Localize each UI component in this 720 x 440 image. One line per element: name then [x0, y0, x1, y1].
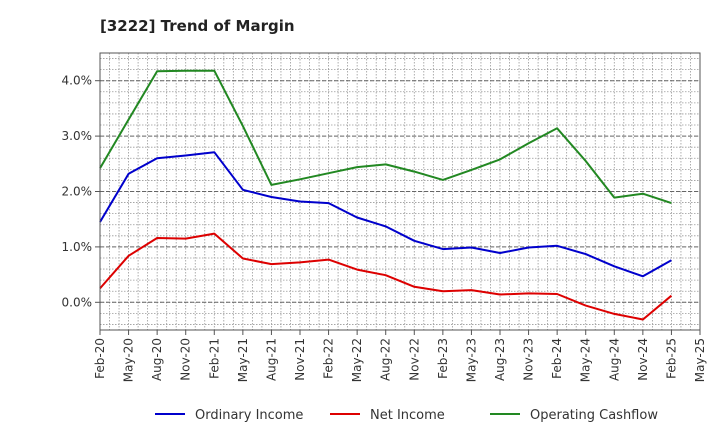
- x-tick-label: May-20: [122, 338, 136, 382]
- x-tick-label: Nov-21: [293, 338, 307, 381]
- x-tick-label: Feb-21: [207, 338, 221, 379]
- x-tick-label: Aug-23: [493, 338, 507, 381]
- x-tick-label: Aug-22: [379, 338, 393, 381]
- x-tick-label: Nov-22: [407, 338, 421, 381]
- series-line-0: [99, 151, 672, 278]
- x-tick-label: Nov-23: [522, 338, 536, 381]
- legend: Ordinary Income Net Income Operating Cashf…: [155, 408, 658, 423]
- x-tick-label: May-24: [579, 338, 593, 382]
- series-line-2: [99, 69, 672, 205]
- y-tick-label: 2.0%: [62, 185, 93, 199]
- grid: [100, 53, 700, 330]
- x-tick-label: Nov-24: [636, 338, 650, 381]
- y-axis: 0.0% 1.0% 2.0% 3.0% 4.0%: [62, 74, 100, 309]
- x-tick-label: Feb-24: [550, 338, 564, 379]
- x-tick-label: Feb-22: [322, 338, 336, 379]
- x-tick-label: Aug-20: [150, 338, 164, 381]
- x-tick-label: Feb-25: [664, 338, 678, 379]
- series-lines: [99, 69, 673, 321]
- y-tick-label: 0.0%: [62, 295, 93, 309]
- x-tick-label: Aug-24: [607, 338, 621, 381]
- legend-label: Operating Cashflow: [530, 408, 658, 423]
- legend-label: Ordinary Income: [195, 408, 303, 423]
- x-tick-label: Feb-23: [436, 338, 450, 379]
- x-tick-label: Aug-21: [264, 338, 278, 381]
- x-tick-label: May-22: [350, 338, 364, 382]
- x-tick-label: May-25: [693, 338, 707, 382]
- x-axis: Feb-20 May-20 Aug-20 Nov-20 Feb-21 May-21 Aug-…: [93, 330, 707, 382]
- y-tick-label: 1.0%: [62, 240, 93, 254]
- legend-label: Net Income: [370, 408, 445, 423]
- y-tick-label: 4.0%: [62, 74, 93, 88]
- x-tick-label: Nov-20: [179, 338, 193, 381]
- series-line-1: [99, 232, 673, 321]
- x-tick-label: May-23: [464, 338, 478, 382]
- y-tick-label: 3.0%: [62, 129, 93, 143]
- x-tick-label: May-21: [236, 338, 250, 382]
- chart-title: [3222] Trend of Margin: [100, 17, 295, 35]
- x-tick-label: Feb-20: [93, 338, 107, 379]
